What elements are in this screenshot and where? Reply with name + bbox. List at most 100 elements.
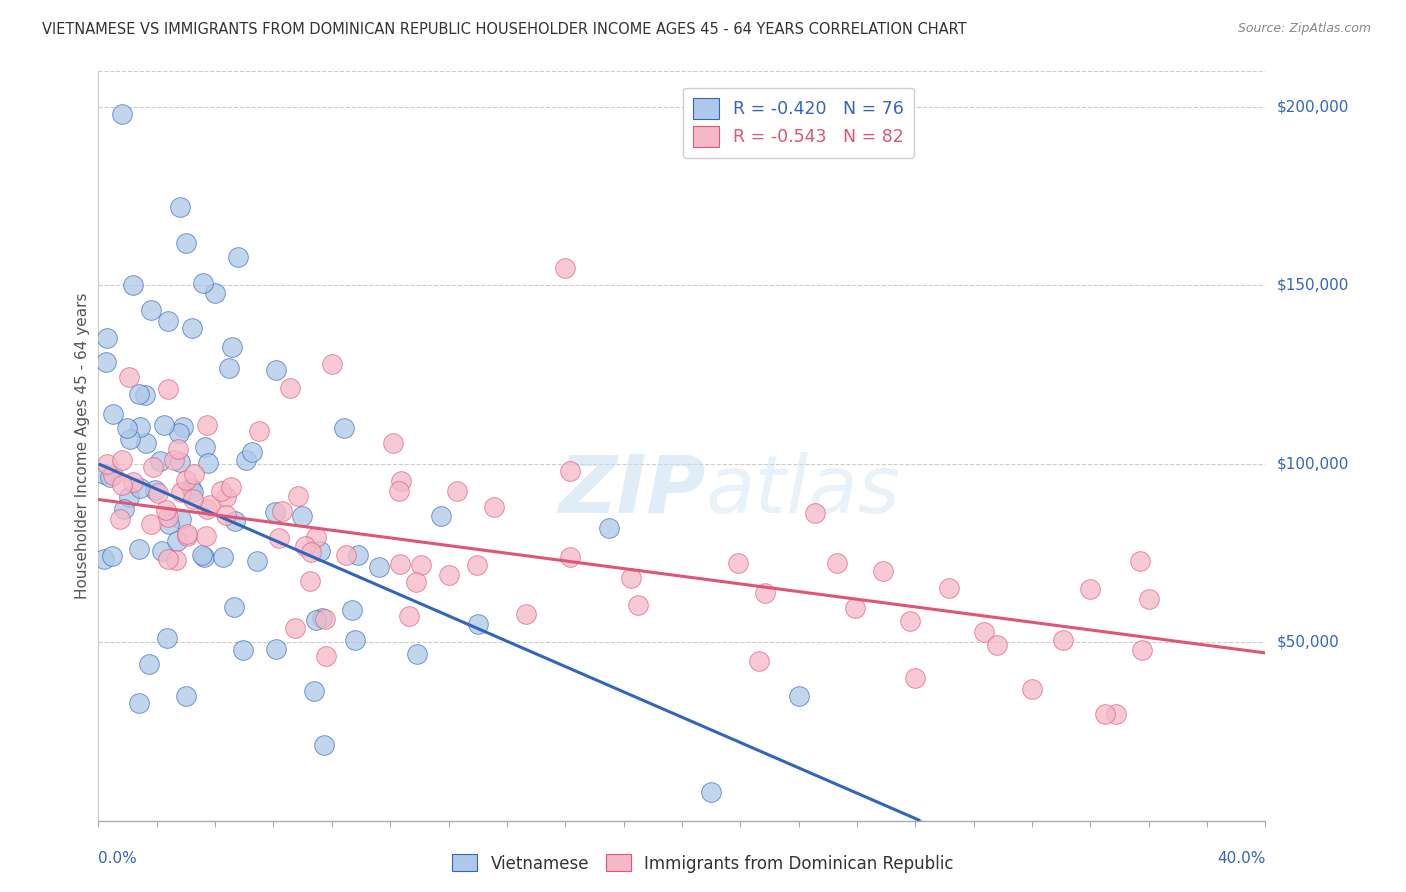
- Point: [122, 475, 145, 489]
- Point: [429, 509, 451, 524]
- Point: [748, 654, 770, 668]
- Point: [166, 533, 188, 548]
- Point: [264, 641, 287, 656]
- Point: [335, 548, 357, 562]
- Text: $50,000: $50,000: [1277, 635, 1340, 649]
- Point: [157, 509, 180, 524]
- Point: [100, 469, 122, 483]
- Point: [157, 551, 180, 566]
- Point: [181, 484, 204, 499]
- Point: [142, 460, 165, 475]
- Text: 40.0%: 40.0%: [1218, 851, 1265, 866]
- Point: [183, 467, 205, 482]
- Legend: R = -0.420   N = 76, R = -0.543   N = 82: R = -0.420 N = 76, R = -0.543 N = 82: [683, 87, 914, 158]
- Point: [1021, 681, 1043, 696]
- Point: [309, 544, 332, 558]
- Point: [194, 440, 217, 454]
- Point: [191, 277, 214, 291]
- Point: [1130, 643, 1153, 657]
- Point: [247, 424, 270, 438]
- Point: [228, 250, 250, 264]
- Point: [484, 500, 506, 514]
- Point: [315, 648, 337, 663]
- Point: [176, 527, 198, 541]
- Point: [321, 357, 343, 371]
- Point: [215, 490, 238, 504]
- Y-axis label: Householder Income Ages 45 - 64 years: Householder Income Ages 45 - 64 years: [75, 293, 90, 599]
- Point: [405, 575, 427, 590]
- Point: [333, 421, 356, 435]
- Point: [129, 481, 152, 495]
- Point: [181, 491, 204, 506]
- Point: [170, 485, 193, 500]
- Point: [342, 603, 364, 617]
- Point: [150, 543, 173, 558]
- Point: [117, 370, 139, 384]
- Point: [904, 671, 927, 685]
- Point: [270, 504, 292, 518]
- Point: [204, 285, 226, 300]
- Point: [96, 457, 118, 471]
- Point: [266, 362, 288, 376]
- Point: [409, 558, 432, 573]
- Point: [406, 648, 429, 662]
- Point: [111, 478, 134, 492]
- Point: [1094, 706, 1116, 721]
- Point: [139, 517, 162, 532]
- Point: [558, 464, 581, 478]
- Point: [299, 545, 322, 559]
- Point: [195, 501, 218, 516]
- Text: 0.0%: 0.0%: [98, 851, 138, 866]
- Point: [209, 483, 232, 498]
- Point: [195, 418, 218, 433]
- Point: [314, 612, 336, 626]
- Point: [235, 453, 257, 467]
- Point: [787, 689, 810, 703]
- Point: [180, 321, 202, 335]
- Point: [138, 657, 160, 671]
- Point: [986, 638, 1008, 652]
- Point: [224, 514, 246, 528]
- Point: [128, 420, 150, 434]
- Point: [112, 502, 135, 516]
- Point: [898, 614, 921, 628]
- Point: [284, 621, 307, 635]
- Point: [554, 260, 576, 275]
- Point: [165, 553, 187, 567]
- Point: [163, 452, 186, 467]
- Point: [103, 407, 125, 421]
- Point: [467, 558, 489, 573]
- Point: [515, 607, 537, 621]
- Point: [149, 453, 172, 467]
- Point: [311, 610, 333, 624]
- Point: [120, 432, 142, 446]
- Point: [180, 482, 202, 496]
- Point: [93, 467, 115, 481]
- Point: [108, 512, 131, 526]
- Point: [304, 684, 326, 698]
- Point: [157, 314, 180, 328]
- Point: [245, 554, 267, 568]
- Point: [101, 467, 124, 482]
- Point: [134, 388, 156, 402]
- Point: [174, 689, 197, 703]
- Point: [368, 560, 391, 574]
- Point: [437, 567, 460, 582]
- Point: [844, 601, 866, 615]
- Point: [627, 599, 650, 613]
- Text: $100,000: $100,000: [1277, 457, 1348, 471]
- Point: [467, 617, 489, 632]
- Point: [598, 521, 620, 535]
- Point: [167, 442, 190, 456]
- Point: [157, 517, 180, 532]
- Point: [117, 421, 139, 435]
- Point: [287, 490, 309, 504]
- Point: [446, 484, 468, 499]
- Point: [727, 557, 749, 571]
- Point: [938, 581, 960, 595]
- Point: [135, 436, 157, 450]
- Point: [215, 508, 238, 522]
- Point: [298, 574, 321, 588]
- Point: [143, 483, 166, 497]
- Point: [211, 549, 233, 564]
